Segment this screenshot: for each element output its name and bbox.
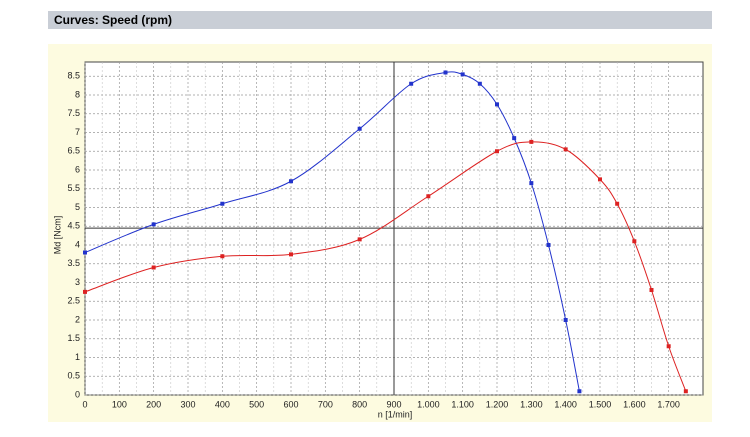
x-tick-label: 900 <box>386 399 401 409</box>
data-point <box>546 243 551 247</box>
data-point <box>426 194 431 199</box>
x-tick-label: 1.300 <box>520 399 543 409</box>
y-tick-label: 6.5 <box>67 146 80 156</box>
y-tick-label: 3 <box>75 277 80 287</box>
x-axis-label: n [1/min] <box>378 409 413 419</box>
data-point <box>529 139 534 144</box>
data-point <box>83 289 87 294</box>
data-point <box>577 389 582 394</box>
y-tick-label: 8 <box>75 89 80 99</box>
data-point <box>495 149 499 154</box>
y-tick-label: 1.5 <box>67 333 80 343</box>
y-tick-label: 2.5 <box>67 296 80 306</box>
x-tick-label: 1.400 <box>554 399 577 409</box>
data-point <box>615 201 620 206</box>
y-tick-label: 6 <box>75 164 80 174</box>
data-point <box>409 81 414 86</box>
y-tick-label: 4 <box>75 239 80 249</box>
data-point <box>443 70 448 75</box>
y-tick-label: 8.5 <box>67 71 80 81</box>
y-tick-label: 2 <box>75 314 80 324</box>
x-tick-label: 200 <box>146 399 161 409</box>
data-point <box>460 72 465 77</box>
data-point <box>512 136 517 141</box>
data-point <box>289 252 293 257</box>
x-tick-label: 0 <box>82 399 87 409</box>
x-tick-label: 500 <box>249 399 264 409</box>
x-tick-label: 1.700 <box>657 399 680 409</box>
y-tick-label: 5 <box>75 202 80 212</box>
y-tick-label: 1 <box>75 352 80 362</box>
x-tick-label: 400 <box>215 399 230 409</box>
y-tick-label: 5.5 <box>67 183 80 193</box>
data-point <box>220 254 225 259</box>
data-point <box>598 177 602 182</box>
data-point <box>151 222 156 227</box>
x-tick-label: 300 <box>180 399 195 409</box>
x-tick-label: 1.000 <box>417 399 440 409</box>
x-tick-label: 1.100 <box>451 399 474 409</box>
y-tick-label: 3.5 <box>67 258 80 268</box>
data-point <box>83 250 87 255</box>
x-tick-label: 100 <box>112 399 127 409</box>
section-header: Curves: Speed (rpm) <box>48 11 712 29</box>
data-point <box>649 288 654 292</box>
series-line <box>84 141 687 392</box>
data-point <box>563 147 568 152</box>
data-point <box>477 81 482 86</box>
y-tick-label: 0 <box>75 389 80 399</box>
data-point <box>220 201 225 206</box>
data-point <box>683 389 688 394</box>
data-point <box>289 179 293 184</box>
data-point <box>357 237 362 242</box>
data-point <box>563 318 568 322</box>
x-tick-label: 600 <box>283 399 298 409</box>
data-point <box>632 239 637 244</box>
data-point <box>529 181 534 186</box>
x-tick-label: 800 <box>352 399 367 409</box>
data-point <box>666 344 671 349</box>
x-tick-label: 1.500 <box>589 399 612 409</box>
y-tick-label: 4.5 <box>67 221 80 231</box>
data-point <box>151 265 156 270</box>
data-point <box>357 126 362 131</box>
x-tick-label: 1.600 <box>623 399 646 409</box>
data-point <box>495 102 499 107</box>
x-tick-label: 700 <box>318 399 333 409</box>
y-axis-label: Md [Ncm] <box>52 216 62 255</box>
y-tick-label: 0.5 <box>67 371 80 381</box>
y-tick-label: 7 <box>75 127 80 137</box>
y-tick-label: 7.5 <box>67 108 80 118</box>
x-tick-label: 1.200 <box>486 399 509 409</box>
